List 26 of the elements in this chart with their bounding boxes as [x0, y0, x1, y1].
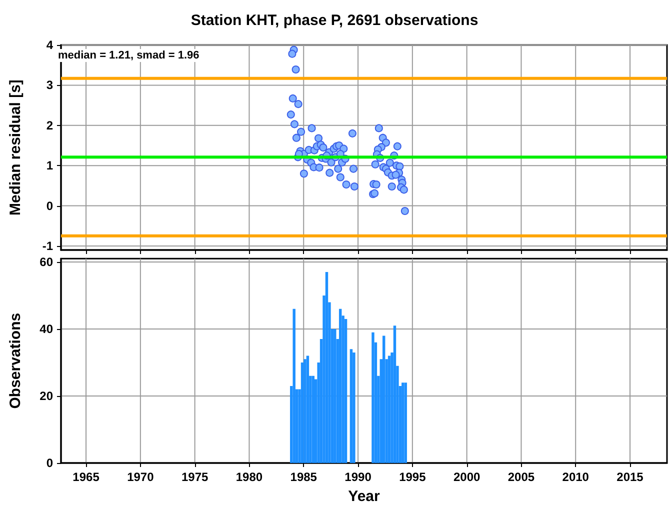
x-tick-label: 2010 [562, 470, 590, 484]
x-tick-label: 1990 [344, 470, 372, 484]
y-tick-label: 3 [46, 78, 54, 92]
x-tick-label: 1995 [399, 470, 426, 484]
x-tick-label: 1970 [127, 470, 154, 484]
x-tick-label: 2015 [616, 470, 644, 484]
x-tick-label: 1980 [236, 470, 263, 484]
y-tick-label: 60 [40, 255, 54, 269]
x-tick-label: 1985 [290, 470, 318, 484]
annotation: median = 1.21, smad = 1.96 [58, 50, 200, 62]
x-tick-label: 2005 [508, 470, 535, 484]
y-tick-label: 20 [40, 389, 54, 403]
y-tick-label: 0 [46, 456, 54, 470]
y-tick-label: -1 [42, 238, 54, 253]
x-tick-label: 1965 [72, 470, 100, 484]
y-tick-label: 4 [46, 38, 54, 52]
y-tick-label: 1 [46, 158, 54, 173]
y-axis-title: Median residual [s] [7, 80, 24, 216]
chart-title: Station KHT, phase P, 2691 observations [190, 12, 478, 29]
x-tick-label: 2000 [453, 470, 480, 484]
x-axis-title: Year [348, 488, 380, 505]
y-tick-label: 2 [46, 118, 54, 132]
y-axis-title: Observations [7, 312, 24, 409]
x-tick-label: 1975 [181, 470, 208, 484]
y-tick-label: 0 [46, 198, 54, 213]
y-tick-label: 40 [40, 322, 54, 336]
